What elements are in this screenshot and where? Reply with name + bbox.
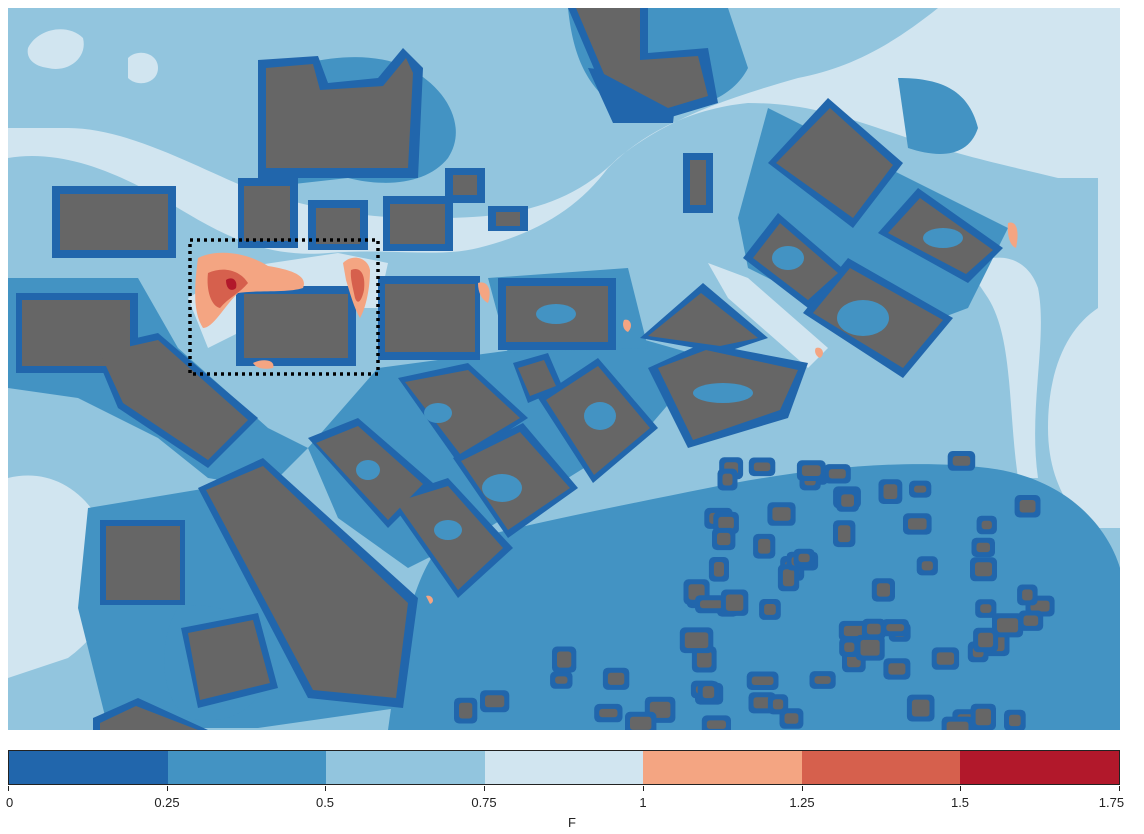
small-house — [758, 538, 771, 554]
small-house — [981, 520, 992, 530]
small-house — [485, 695, 505, 708]
small-house — [921, 561, 933, 571]
small-house — [607, 672, 625, 685]
small-house — [772, 699, 784, 710]
small-house — [706, 720, 726, 729]
small-house — [828, 469, 846, 479]
small-house — [599, 708, 618, 718]
small-house — [764, 604, 776, 615]
colorbar-tick-label: 0 — [6, 795, 14, 810]
small-house — [876, 583, 890, 597]
small-house — [702, 686, 715, 699]
small-house — [700, 600, 723, 609]
small-house — [866, 623, 881, 635]
colorbar-tick-label: 0.5 — [315, 795, 335, 810]
small-house — [753, 697, 771, 709]
small-house — [557, 651, 572, 668]
small-house — [841, 494, 854, 507]
small-house — [630, 716, 652, 730]
small-house — [751, 676, 774, 685]
small-house — [914, 485, 927, 493]
small-house — [946, 721, 969, 730]
small-house — [936, 652, 955, 665]
small-house — [801, 465, 821, 476]
small-house — [725, 594, 744, 611]
small-house — [1022, 589, 1033, 601]
small-house — [843, 625, 868, 637]
small-house — [908, 518, 927, 530]
small-houses — [454, 451, 1055, 730]
highlight-box — [188, 238, 380, 376]
small-house — [978, 632, 994, 648]
colorbar-tick — [1119, 786, 1120, 791]
small-house — [784, 713, 799, 724]
small-house — [952, 456, 971, 466]
small-house — [980, 604, 992, 613]
small-house — [772, 507, 791, 521]
small-house — [555, 676, 568, 684]
small-house — [975, 562, 992, 577]
small-house — [976, 542, 990, 553]
colorbar-bin — [9, 751, 168, 784]
small-house — [684, 632, 709, 649]
colorbar-tick-label: 1.25 — [789, 795, 815, 810]
small-house — [798, 553, 810, 563]
colorbar — [8, 750, 1120, 785]
small-house — [997, 618, 1019, 633]
colorbar-label: F — [568, 815, 576, 830]
colorbar-tick — [167, 786, 168, 791]
colorbar-bin — [643, 751, 802, 784]
small-house — [838, 525, 851, 543]
colorbar-bin — [960, 751, 1120, 784]
small-house — [713, 562, 724, 577]
small-house — [1009, 714, 1021, 727]
colorbar-bin — [484, 751, 644, 784]
small-house — [782, 569, 795, 587]
colorbar-tick-label: 1 — [639, 795, 647, 810]
colorbar-tick — [484, 786, 485, 791]
colorbar-tick-labels: 0 0.25 0.5 0.75 1 1.25 1.5 1.75 — [6, 795, 1124, 811]
zone-hot-3 — [226, 278, 237, 290]
small-house — [753, 462, 771, 472]
colorbar-bin — [167, 751, 327, 784]
colorbar-tick — [325, 786, 326, 791]
small-house — [1023, 615, 1039, 626]
small-house — [888, 663, 906, 675]
colorbar-tick — [960, 786, 961, 791]
small-house — [860, 639, 880, 656]
small-house — [718, 516, 734, 529]
zone-hot-2 — [207, 268, 365, 308]
small-house — [911, 699, 930, 717]
small-house — [722, 473, 733, 486]
colorbar-tick-label: 0.75 — [471, 795, 497, 810]
small-house — [1019, 500, 1036, 513]
small-house — [696, 651, 712, 668]
colorbar-bin — [326, 751, 485, 784]
colorbar-tick-label: 1.75 — [1098, 795, 1125, 810]
small-house — [883, 484, 898, 499]
small-house — [459, 702, 473, 719]
small-house — [975, 708, 991, 726]
small-house — [717, 532, 731, 546]
colorbar-bin — [801, 751, 961, 784]
map-svg — [8, 8, 1120, 730]
contour-map — [8, 8, 1120, 730]
small-house — [886, 624, 905, 632]
colorbar-ticks — [8, 786, 1120, 792]
colorbar-tick — [802, 786, 803, 791]
small-house — [814, 676, 831, 684]
colorbar-tick — [8, 786, 9, 791]
buildings — [22, 8, 993, 730]
colorbar-tick — [643, 786, 644, 791]
courtyards — [356, 228, 963, 540]
colorbar-tick-label: 1.5 — [950, 795, 970, 810]
colorbar-tick-label: 0.25 — [154, 795, 180, 810]
small-house — [844, 642, 855, 652]
